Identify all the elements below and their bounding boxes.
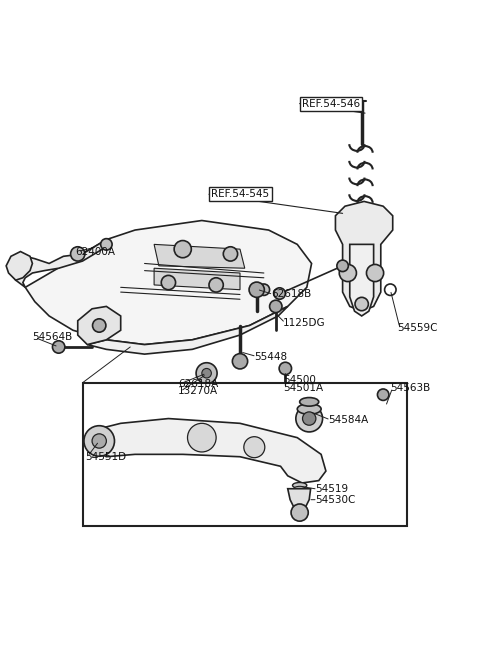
- Circle shape: [249, 282, 264, 298]
- Circle shape: [84, 426, 115, 456]
- Text: 54519: 54519: [315, 484, 348, 494]
- Circle shape: [339, 264, 357, 282]
- Ellipse shape: [300, 398, 319, 406]
- Circle shape: [302, 412, 316, 425]
- Circle shape: [71, 247, 85, 261]
- Circle shape: [161, 275, 176, 290]
- Circle shape: [337, 260, 348, 271]
- Circle shape: [274, 288, 285, 299]
- Circle shape: [291, 504, 308, 521]
- Ellipse shape: [294, 486, 305, 491]
- Circle shape: [52, 340, 65, 353]
- Text: 55448: 55448: [254, 352, 288, 361]
- Ellipse shape: [297, 404, 321, 414]
- Text: 54530C: 54530C: [315, 495, 356, 505]
- Circle shape: [209, 278, 223, 292]
- Text: 62618A: 62618A: [178, 379, 218, 389]
- Circle shape: [188, 423, 216, 452]
- Circle shape: [384, 284, 396, 296]
- Circle shape: [174, 241, 192, 258]
- Text: 54564B: 54564B: [33, 333, 72, 342]
- Text: 54584A: 54584A: [328, 415, 369, 425]
- Text: 62400A: 62400A: [75, 247, 115, 256]
- Polygon shape: [154, 268, 240, 290]
- Circle shape: [258, 284, 270, 296]
- Circle shape: [93, 319, 106, 332]
- Polygon shape: [288, 489, 311, 514]
- Circle shape: [202, 368, 211, 378]
- Polygon shape: [350, 244, 373, 316]
- Text: 54551D: 54551D: [85, 452, 126, 462]
- Circle shape: [101, 239, 112, 250]
- Polygon shape: [336, 201, 393, 311]
- Polygon shape: [11, 240, 107, 287]
- Text: 54563B: 54563B: [390, 383, 431, 393]
- Text: 1125DG: 1125DG: [283, 318, 325, 328]
- Circle shape: [244, 437, 265, 458]
- Text: REF.54-546: REF.54-546: [302, 98, 360, 109]
- Circle shape: [296, 405, 323, 432]
- Ellipse shape: [292, 482, 307, 488]
- Circle shape: [223, 247, 238, 261]
- Circle shape: [355, 298, 368, 311]
- Polygon shape: [87, 307, 288, 354]
- Circle shape: [377, 389, 389, 400]
- Text: 13270A: 13270A: [178, 386, 218, 396]
- Circle shape: [270, 300, 282, 312]
- Circle shape: [92, 434, 107, 448]
- Text: REF.54-545: REF.54-545: [211, 189, 269, 199]
- Circle shape: [279, 362, 291, 375]
- Circle shape: [366, 264, 384, 282]
- Circle shape: [232, 353, 248, 369]
- Polygon shape: [78, 307, 120, 344]
- Polygon shape: [25, 221, 312, 344]
- Polygon shape: [6, 251, 33, 280]
- FancyBboxPatch shape: [83, 383, 407, 526]
- Polygon shape: [154, 244, 245, 268]
- Text: 54500: 54500: [283, 376, 316, 385]
- Polygon shape: [95, 419, 326, 483]
- Text: 54501A: 54501A: [283, 383, 323, 393]
- Circle shape: [196, 363, 217, 383]
- Text: 54559C: 54559C: [397, 323, 438, 333]
- Text: 62618B: 62618B: [271, 290, 311, 299]
